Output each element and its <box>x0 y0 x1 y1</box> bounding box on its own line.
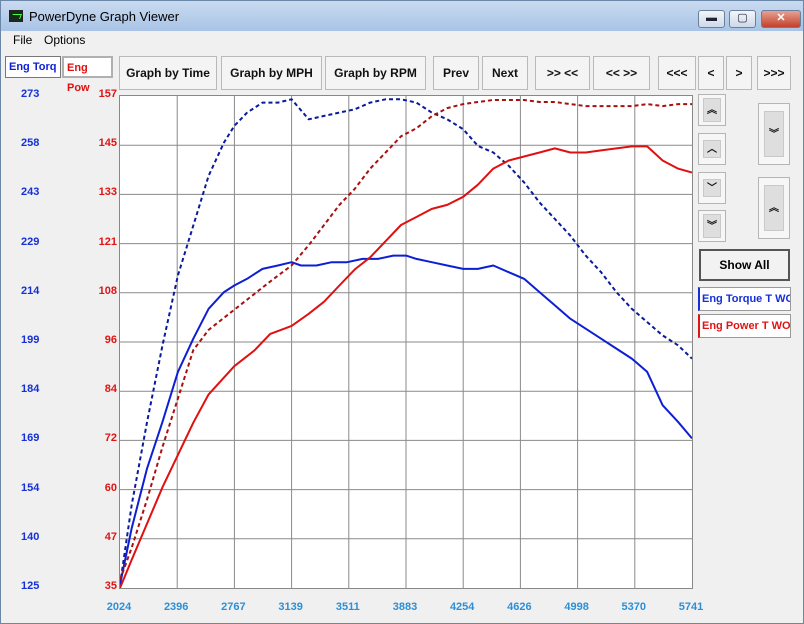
scroll-first-button[interactable]: <<< <box>658 56 696 90</box>
y-tick-label-torque: 154 <box>21 481 40 494</box>
legend-item-torque[interactable]: Eng Torque T WO <box>698 287 791 311</box>
y-tick-label-power: 84 <box>104 383 117 396</box>
minimize-button[interactable]: ▬ <box>698 10 725 28</box>
y-tick-label-power: 47 <box>104 530 117 543</box>
chevron-up-icon: ︿ <box>703 140 721 158</box>
tab-engine-power[interactable]: Eng Pow <box>62 56 113 94</box>
y-tick-label-power: 35 <box>104 580 117 592</box>
y-tick-label-torque: 199 <box>21 334 40 346</box>
y-tick-label-torque: 140 <box>21 530 40 543</box>
y-tick-label-power: 108 <box>98 284 117 297</box>
double-chevron-down-icon: ︾ <box>703 214 721 238</box>
legend-item-power[interactable]: Eng Power T WO <box>698 314 791 338</box>
graph-by-rpm-button[interactable]: Graph by RPM <box>325 56 426 90</box>
scroll-right-button[interactable]: > <box>726 56 752 90</box>
y-tick-label-torque: 214 <box>21 284 40 297</box>
y-tick-label-power: 60 <box>104 481 117 494</box>
x-tick-label: 4998 <box>564 601 589 613</box>
title-bar[interactable]: PowerDyne Graph Viewer ▬ ▢ ✕ <box>1 1 803 31</box>
scroll-down-button[interactable]: ﹀ <box>698 172 726 204</box>
x-tick-label: 5370 <box>621 601 647 613</box>
y-tick-label-power: 72 <box>104 432 117 445</box>
y-tick-label-torque: 184 <box>21 383 40 396</box>
y-tick-label-torque: 169 <box>21 432 40 445</box>
menu-options[interactable]: Options <box>44 33 86 47</box>
maximize-button[interactable]: ▢ <box>729 10 756 28</box>
expand-scale-button[interactable]: ︾ <box>758 103 790 165</box>
series-line-power-dashed <box>120 99 692 581</box>
x-tick-label: 4626 <box>507 601 532 613</box>
menu-file[interactable]: File <box>13 33 33 47</box>
x-tick-label: 3883 <box>392 601 418 613</box>
chevron-down-icon: ﹀ <box>703 179 721 197</box>
double-chevron-down-icon: ︾ <box>764 111 784 157</box>
double-chevron-up-icon: ︽ <box>703 98 721 122</box>
graph-by-mph-button[interactable]: Graph by MPH <box>221 56 322 90</box>
chart-plot-area <box>119 95 693 589</box>
menu-bar: File Options <box>1 31 803 49</box>
x-tick-label: 4254 <box>449 601 475 613</box>
y-tick-label-torque: 243 <box>21 186 40 199</box>
series-line-power-solid <box>120 145 692 588</box>
series-line-torque-solid <box>120 254 692 585</box>
zoom-in-button[interactable]: >> << <box>535 56 590 90</box>
show-all-button[interactable]: Show All <box>699 249 790 281</box>
chart-svg <box>120 96 692 588</box>
window-title: PowerDyne Graph Viewer <box>29 9 180 24</box>
y-tick-label-torque: 125 <box>21 580 40 592</box>
scroll-bottom-button[interactable]: ︾ <box>698 210 726 242</box>
y-tick-label-torque: 273 <box>21 88 40 100</box>
next-button[interactable]: Next <box>482 56 528 90</box>
graph-by-time-button[interactable]: Graph by Time <box>119 56 217 90</box>
x-tick-label: 2024 <box>106 601 132 613</box>
y-tick-label-power: 145 <box>98 137 117 150</box>
x-tick-label: 3511 <box>335 601 360 613</box>
x-tick-label: 5741 <box>678 601 704 613</box>
zoom-out-button[interactable]: << >> <box>593 56 650 90</box>
prev-button[interactable]: Prev <box>433 56 479 90</box>
y-tick-label-power: 133 <box>98 186 117 199</box>
scroll-up-button[interactable]: ︿ <box>698 133 726 165</box>
app-icon <box>9 10 23 22</box>
tab-engine-torque[interactable]: Eng Torq <box>5 56 61 78</box>
y-tick-label-power: 157 <box>98 88 117 100</box>
scroll-last-button[interactable]: >>> <box>757 56 791 90</box>
double-chevron-up-icon: ︽ <box>764 185 784 231</box>
compress-scale-button[interactable]: ︽ <box>758 177 790 239</box>
x-tick-label: 2396 <box>163 601 189 613</box>
x-tick-label: 2767 <box>221 601 246 613</box>
close-button[interactable]: ✕ <box>761 10 801 28</box>
scroll-top-button[interactable]: ︽ <box>698 94 726 126</box>
y-tick-label-power: 96 <box>104 334 117 346</box>
y-tick-label-torque: 258 <box>21 137 40 150</box>
y-tick-label-power: 121 <box>98 235 117 248</box>
x-tick-label: 3139 <box>278 601 303 613</box>
series-line-torque-dashed <box>120 98 692 585</box>
scroll-left-button[interactable]: < <box>698 56 724 90</box>
y-tick-label-torque: 229 <box>21 235 40 248</box>
